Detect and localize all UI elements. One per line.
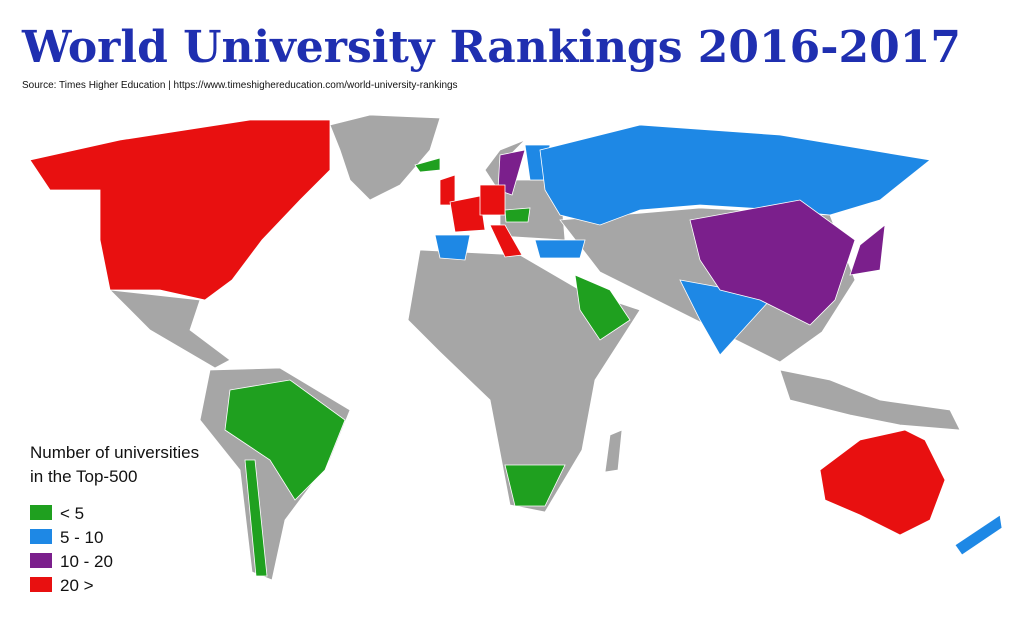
- legend-title: in the Top-500: [30, 467, 137, 486]
- title: World University Rankings 2016-2017: [21, 22, 961, 73]
- south-africa: [504, 464, 566, 507]
- chile: [244, 459, 268, 577]
- japan: [849, 224, 886, 276]
- legend: Number of universities in the Top-500 < 5 5…: [30, 443, 199, 595]
- turkey: [534, 239, 586, 259]
- sweden: [497, 149, 526, 196]
- legend-label: 10 - 20: [60, 552, 113, 571]
- germany: [479, 184, 506, 216]
- madagascar: [604, 429, 623, 473]
- eastern-europe-green: [504, 207, 531, 223]
- spain: [434, 234, 471, 261]
- legend-label: 5 - 10: [60, 528, 103, 547]
- italy: [489, 224, 523, 258]
- brazil: [224, 379, 346, 501]
- legend-swatch: [30, 553, 52, 568]
- central-america: [108, 289, 231, 369]
- iceland: [414, 157, 441, 173]
- uk: [439, 174, 456, 206]
- north-america: [29, 119, 331, 301]
- legend-swatch: [30, 577, 52, 592]
- legend-swatch: [30, 505, 52, 520]
- southeast-asia-islands: [779, 369, 961, 431]
- legend-swatch: [30, 529, 52, 544]
- china: [689, 199, 856, 326]
- france: [449, 195, 486, 233]
- greenland: [329, 114, 441, 201]
- new-zealand: [954, 514, 1003, 556]
- source: Source: Times Higher Education | https:/…: [22, 80, 458, 91]
- africa: [407, 249, 641, 513]
- legend-label: < 5: [60, 504, 84, 523]
- saudi-arabia: [574, 274, 631, 341]
- legend-label: 20 >: [60, 576, 94, 595]
- australia: [819, 429, 946, 536]
- legend-title: Number of universities: [30, 443, 199, 462]
- world-map: [29, 114, 1003, 581]
